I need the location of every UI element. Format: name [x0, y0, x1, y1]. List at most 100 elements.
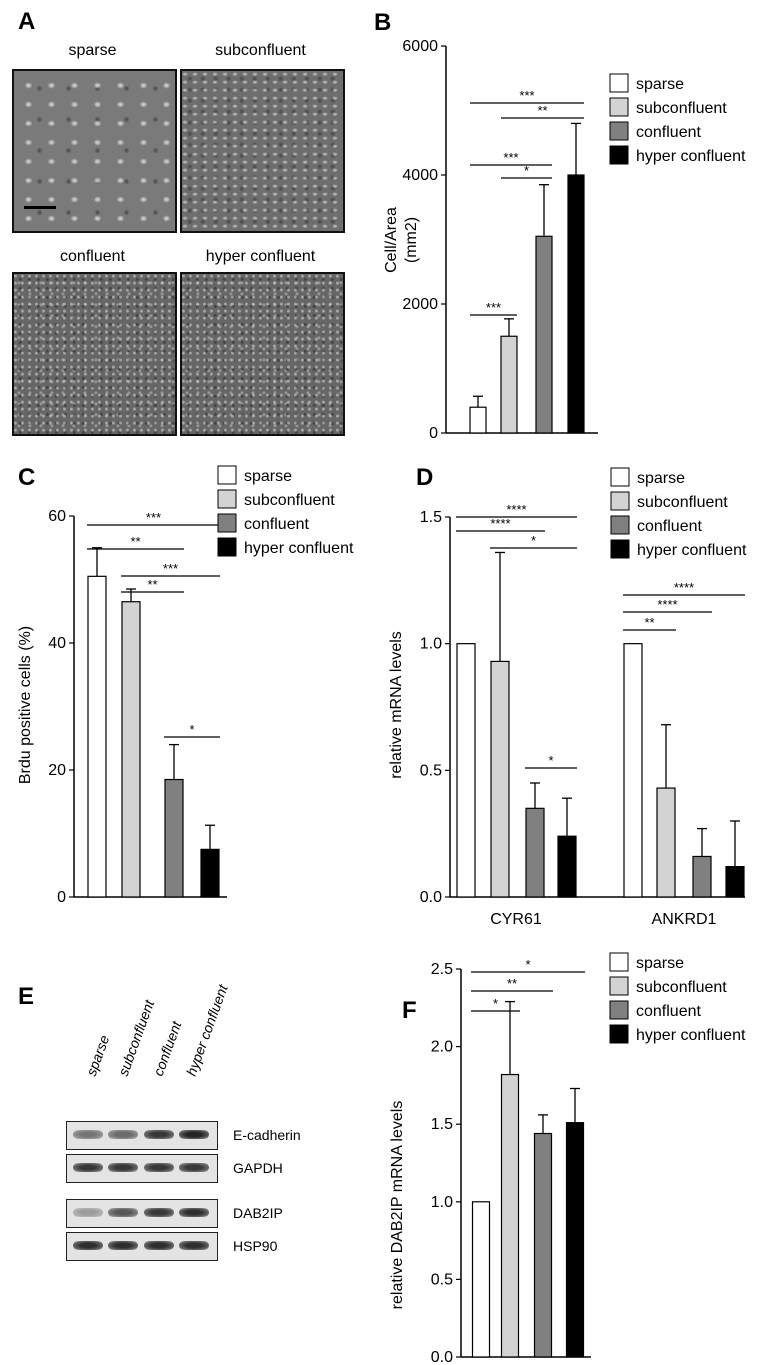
significance-label: ***: [486, 300, 501, 315]
legend-swatch: [609, 1000, 629, 1020]
legend-label: sparse: [244, 468, 292, 485]
legend-label: confluent: [244, 516, 309, 533]
legend-label: subconfluent: [637, 494, 728, 511]
blot-band: [73, 1241, 103, 1250]
bar: [725, 866, 745, 898]
panel-letter-b: B: [374, 9, 391, 36]
x-group-label: CYR61: [490, 911, 542, 928]
y-axis-label-line2: (mm2): [403, 217, 420, 263]
blot-band: [108, 1163, 138, 1172]
x-group-label: ANKRD1: [652, 911, 717, 928]
significance-label: **: [644, 615, 654, 630]
significance-label: ****: [490, 516, 510, 531]
legend-swatch: [610, 491, 630, 511]
significance-label: *: [189, 722, 194, 737]
y-tick-label: 2.5: [431, 961, 453, 978]
y-tick-label: 1.5: [431, 1116, 453, 1133]
y-tick-label: 1.0: [420, 636, 442, 653]
blot-band: [73, 1208, 103, 1217]
legend-label: subconfluent: [636, 979, 727, 996]
bar: [164, 778, 184, 898]
blot-label-e-cadherin: E-cadherin: [233, 1127, 301, 1143]
legend-label: confluent: [636, 124, 701, 141]
panel-letter-f: F: [402, 997, 417, 1024]
legend-label: sparse: [636, 76, 684, 93]
micrograph-label-sparse: sparse: [68, 42, 117, 59]
significance-label: ****: [506, 502, 526, 517]
blot-gapdh: [66, 1154, 218, 1183]
blot-band: [73, 1163, 103, 1172]
y-tick-label: 6000: [402, 38, 438, 55]
legend-swatch: [609, 73, 629, 93]
blot-band: [179, 1163, 209, 1172]
y-axis-label: relative DAB2IP mRNA levels: [389, 1101, 406, 1310]
chart-f-dab2ip: F 0.0 0.5 1.0 1.5 2.0 2.5 relative DAB2IP mRNA …: [389, 952, 746, 1365]
significance-label: *: [548, 753, 553, 768]
legend-swatch: [217, 537, 237, 557]
y-tick-label: 0.5: [420, 762, 442, 779]
bar: [535, 235, 553, 434]
y-axis-label: Brdu positive cells (%): [17, 626, 34, 784]
legend-label: confluent: [636, 1003, 701, 1020]
significance-label: **: [507, 976, 517, 991]
lane-label-subconfluent: subconfluent: [114, 997, 158, 1078]
significance-label: ****: [657, 597, 677, 612]
legend-swatch: [609, 1024, 629, 1044]
significance-label: **: [537, 103, 547, 118]
y-tick-label: 0.0: [431, 1349, 453, 1365]
blot-band: [108, 1208, 138, 1217]
micrograph-sparse: [12, 69, 177, 233]
bar: [87, 575, 107, 898]
bar: [456, 643, 476, 898]
legend-swatch: [609, 97, 629, 117]
micrograph-label-subconfluent: subconfluent: [215, 42, 306, 59]
y-axis-label: relative mRNA levels: [388, 631, 405, 779]
legend-swatch: [610, 467, 630, 487]
legend-label: hyper confluent: [636, 148, 746, 165]
legend-swatch: [609, 121, 629, 141]
blot-band: [108, 1241, 138, 1250]
blot-label-dab2ip: DAB2IP: [233, 1205, 283, 1221]
significance-label: ***: [146, 510, 161, 525]
legend-label: hyper confluent: [637, 542, 747, 559]
blot-e-cadherin: [66, 1121, 218, 1150]
legend-swatch: [610, 539, 630, 559]
bar: [500, 335, 518, 434]
panel-letter-a: A: [18, 8, 36, 35]
scale-bar: [24, 206, 56, 209]
legend-swatch: [609, 145, 629, 165]
panel-letter-d: D: [416, 464, 433, 491]
significance-label: *: [525, 957, 530, 972]
chart-d-mrna: D 0.0 0.5 1.0 1.5 relative mRNA levels CYR61 AN…: [388, 464, 747, 928]
bar: [525, 807, 545, 898]
legend-label: sparse: [637, 470, 685, 487]
panel-letter-e: E: [18, 983, 35, 1010]
significance-label: ****: [674, 580, 694, 595]
legend-label: subconfluent: [636, 100, 727, 117]
bar: [500, 1073, 520, 1358]
blot-band: [144, 1163, 174, 1172]
blot-label-hsp90: HSP90: [233, 1238, 278, 1254]
significance-label: **: [130, 534, 140, 549]
blot-band: [179, 1241, 209, 1250]
significance-label: ***: [163, 561, 178, 576]
micrograph-hyper-confluent: [180, 272, 345, 436]
legend-swatch: [609, 952, 629, 972]
legend-swatch: [610, 515, 630, 535]
bar: [121, 601, 141, 898]
lane-label-confluent: confluent: [149, 1019, 185, 1078]
y-tick-label: 2000: [402, 296, 438, 313]
legend-swatch: [217, 465, 237, 485]
bar: [200, 848, 220, 898]
bar: [567, 174, 585, 434]
y-tick-label: 20: [48, 762, 66, 779]
bar: [490, 660, 510, 898]
micrograph-label-confluent: confluent: [60, 248, 125, 265]
legend-label: subconfluent: [244, 492, 335, 509]
blot-band: [179, 1130, 209, 1139]
significance-label: *: [531, 533, 536, 548]
legend-swatch: [217, 513, 237, 533]
blot-dab2ip: [66, 1199, 218, 1228]
lane-label-sparse: sparse: [82, 1033, 113, 1078]
